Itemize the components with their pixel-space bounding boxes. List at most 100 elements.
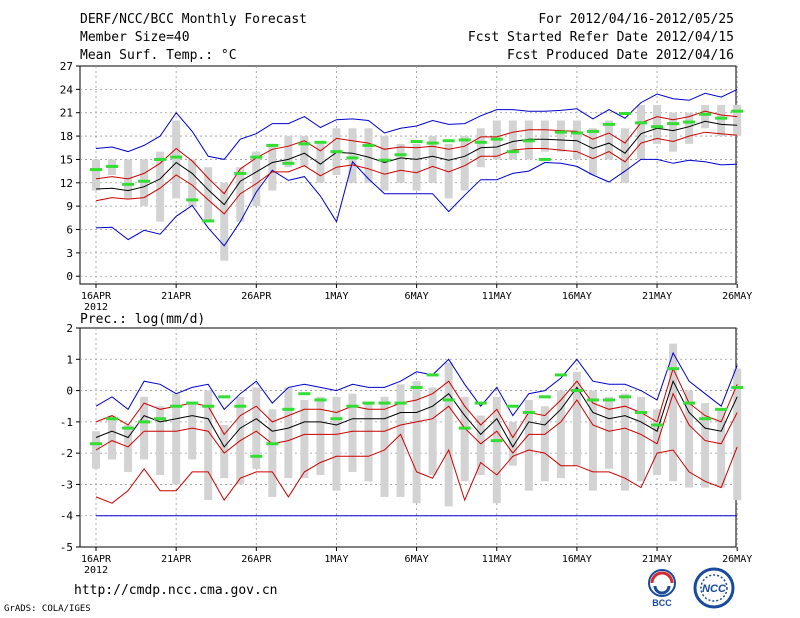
range-box <box>188 159 197 207</box>
range-box <box>348 128 357 183</box>
range-box <box>156 406 165 476</box>
range-box <box>172 393 181 485</box>
observed-marker <box>90 442 102 446</box>
range-box <box>492 396 501 504</box>
observed-marker <box>651 125 664 129</box>
x-tick-label: 21MAY <box>642 291 672 302</box>
observed-marker <box>506 150 519 154</box>
range-box <box>92 431 100 469</box>
x-tick-label: 16MAY <box>562 554 592 565</box>
range-box <box>604 396 613 469</box>
observed-marker <box>442 398 455 402</box>
x-tick-label: 26APR <box>241 291 272 302</box>
y-tick-label: 6 <box>66 224 73 237</box>
range-box <box>540 406 549 482</box>
range-box <box>508 421 517 466</box>
refer-date: Fcst Started Refer Date 2012/04/15 <box>467 30 734 45</box>
observed-marker <box>458 426 471 430</box>
range-box <box>572 120 581 160</box>
observed-marker <box>554 373 567 377</box>
x-tick-label: 16APR <box>81 554 112 565</box>
observed-marker <box>602 398 615 402</box>
range-box <box>428 136 437 183</box>
range-box <box>284 387 293 479</box>
range-box <box>588 390 597 491</box>
x-tick-label: 26APR <box>241 554 272 565</box>
footer-url[interactable]: http://cmdp.ncc.cma.gov.cn <box>74 583 278 598</box>
range-box <box>685 390 694 488</box>
range-box <box>108 415 117 460</box>
range-box <box>669 343 678 482</box>
variable-label: Mean Surf. Temp.: °C <box>80 48 237 63</box>
range-box <box>348 393 357 472</box>
observed-marker <box>186 198 199 202</box>
y-tick-label: 18 <box>60 130 73 143</box>
y-tick-label: 3 <box>66 247 73 260</box>
observed-marker <box>106 164 119 168</box>
observed-marker <box>90 168 102 172</box>
observed-marker <box>426 141 439 145</box>
range-box <box>380 136 389 191</box>
observed-marker <box>266 143 279 147</box>
range-box <box>556 120 565 152</box>
observed-marker <box>442 139 455 143</box>
bcc-logo-icon: BCC <box>648 569 676 608</box>
observed-marker <box>715 116 728 120</box>
observed-marker <box>618 111 631 115</box>
observed-marker <box>138 420 151 424</box>
observed-marker <box>362 143 375 147</box>
range-box <box>396 384 405 497</box>
observed-marker <box>234 171 247 175</box>
observed-marker <box>298 392 311 396</box>
y-tick-label: -3 <box>60 478 73 491</box>
y-tick-label: 2 <box>66 322 73 335</box>
observed-marker <box>667 122 680 126</box>
ncc-logo-text: NCC <box>702 583 727 595</box>
observed-marker <box>474 401 487 405</box>
range-box <box>444 143 453 199</box>
range-box <box>733 368 742 501</box>
member-size-label: Member Size=40 <box>80 30 190 45</box>
observed-marker <box>346 404 359 408</box>
y-tick-label: 1 <box>66 353 73 366</box>
x-tick-label: 16MAY <box>562 291 592 302</box>
observed-marker <box>731 109 744 113</box>
observed-marker <box>602 122 615 126</box>
observed-marker <box>314 398 327 402</box>
range-box <box>620 128 629 183</box>
y-tick-label: 0 <box>66 385 73 398</box>
range-box <box>653 409 662 476</box>
range-box <box>92 159 100 191</box>
range-box <box>717 409 726 488</box>
range-box <box>508 120 517 160</box>
range-box <box>637 396 646 482</box>
y-tick-label: 27 <box>60 60 73 73</box>
y-tick-label: 0 <box>66 270 73 283</box>
mean-plus-sd-line <box>95 110 738 195</box>
range-box <box>588 128 597 175</box>
observed-marker <box>490 439 503 443</box>
x-year-label: 2012 <box>84 302 108 313</box>
x-tick-label: 21APR <box>161 554 192 565</box>
bcc-logo-text: BCC <box>652 598 672 608</box>
x-tick-label: 26MAY <box>722 291 752 302</box>
range-box <box>669 112 678 152</box>
max-envelope-line <box>95 351 738 417</box>
observed-marker <box>490 137 503 141</box>
range-box <box>268 409 277 497</box>
observed-marker <box>202 404 215 408</box>
observed-marker <box>314 140 327 144</box>
y-tick-label: 21 <box>60 107 73 120</box>
observed-marker <box>394 153 407 157</box>
range-box <box>188 403 197 460</box>
observed-marker <box>635 410 648 414</box>
range-box <box>412 381 421 504</box>
y-tick-label: -4 <box>60 510 74 523</box>
observed-marker <box>586 398 599 402</box>
observed-marker <box>154 417 167 421</box>
x-tick-label: 1MAY <box>324 291 348 302</box>
range-box <box>412 143 421 191</box>
range-box <box>380 396 389 497</box>
observed-marker <box>635 121 648 125</box>
